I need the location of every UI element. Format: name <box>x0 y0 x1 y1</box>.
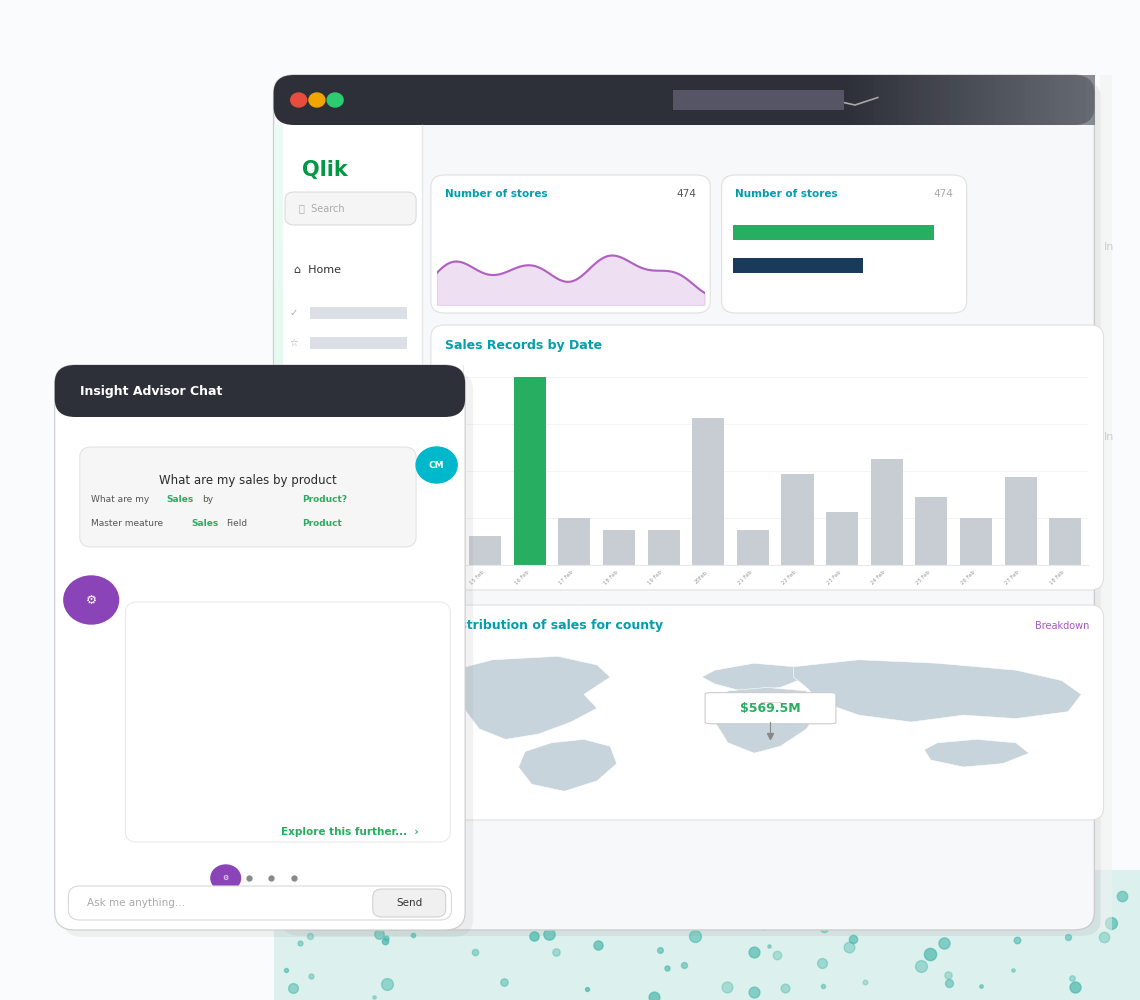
Text: Sales: Sales <box>192 518 219 528</box>
Text: Field: Field <box>226 518 247 528</box>
Bar <box>274 487 283 527</box>
Text: 474: 474 <box>677 189 697 199</box>
Bar <box>310 337 407 349</box>
FancyBboxPatch shape <box>431 605 1104 820</box>
Text: Insight Advisor Chat: Insight Advisor Chat <box>80 384 222 397</box>
Text: What are my: What are my <box>91 494 153 504</box>
Circle shape <box>416 447 457 483</box>
Bar <box>274 407 283 447</box>
Text: ⚙: ⚙ <box>222 875 229 881</box>
FancyBboxPatch shape <box>280 81 1101 936</box>
Bar <box>274 286 283 326</box>
FancyBboxPatch shape <box>274 75 1094 930</box>
FancyBboxPatch shape <box>80 447 416 547</box>
Text: Product: Product <box>302 518 342 528</box>
Text: Product?: Product? <box>302 494 348 504</box>
FancyBboxPatch shape <box>125 602 450 842</box>
Text: Distribution of sales for county: Distribution of sales for county <box>445 619 662 632</box>
Text: In: In <box>1104 432 1114 442</box>
Bar <box>274 165 283 206</box>
Text: ⌂  Home: ⌂ Home <box>294 265 341 275</box>
Bar <box>274 809 283 849</box>
FancyBboxPatch shape <box>722 175 967 313</box>
FancyBboxPatch shape <box>431 325 1104 590</box>
Text: Breakdown: Breakdown <box>1035 621 1090 631</box>
Bar <box>274 769 283 809</box>
Text: by: by <box>202 494 213 504</box>
Bar <box>274 648 283 688</box>
Text: 🔍  Search: 🔍 Search <box>299 204 344 214</box>
Circle shape <box>211 865 241 891</box>
Text: ⚙: ⚙ <box>86 594 97 606</box>
Text: Ask me anything...: Ask me anything... <box>87 898 185 908</box>
Bar <box>274 568 283 608</box>
Bar <box>274 447 283 487</box>
Circle shape <box>327 93 343 107</box>
FancyBboxPatch shape <box>55 365 465 930</box>
Text: Sales Records by Date: Sales Records by Date <box>445 339 602 352</box>
Circle shape <box>291 93 307 107</box>
Bar <box>310 307 407 319</box>
Bar <box>274 528 283 568</box>
Text: Number of stores: Number of stores <box>735 189 838 199</box>
Bar <box>274 246 283 286</box>
Text: ✓: ✓ <box>290 308 298 318</box>
FancyBboxPatch shape <box>63 372 473 937</box>
Bar <box>274 366 283 407</box>
FancyBboxPatch shape <box>373 889 446 917</box>
Text: 474: 474 <box>934 189 953 199</box>
Bar <box>274 870 1140 1000</box>
Bar <box>1100 75 1112 930</box>
FancyBboxPatch shape <box>431 175 710 313</box>
Text: Number of stores: Number of stores <box>445 189 547 199</box>
Bar <box>274 688 283 729</box>
Bar <box>274 125 422 930</box>
FancyBboxPatch shape <box>55 365 465 417</box>
Bar <box>274 849 283 890</box>
Bar <box>274 206 283 246</box>
Bar <box>274 608 283 648</box>
Text: Sales: Sales <box>166 494 194 504</box>
Text: Send: Send <box>396 898 423 908</box>
Circle shape <box>64 576 119 624</box>
Bar <box>274 890 283 930</box>
Text: ☆: ☆ <box>290 338 299 348</box>
Circle shape <box>309 93 325 107</box>
Bar <box>274 729 283 769</box>
Bar <box>274 125 283 165</box>
Text: In: In <box>1104 242 1114 252</box>
Text: Explore this further...  ›: Explore this further... › <box>282 827 420 837</box>
Text: Master meature: Master meature <box>91 518 166 528</box>
Bar <box>274 326 283 366</box>
Text: Qlik: Qlik <box>302 160 348 180</box>
FancyBboxPatch shape <box>285 192 416 225</box>
FancyBboxPatch shape <box>274 75 1094 125</box>
Text: CM: CM <box>429 461 445 470</box>
Text: What are my sales by product: What are my sales by product <box>160 474 336 487</box>
FancyBboxPatch shape <box>68 886 451 920</box>
Bar <box>673 90 844 110</box>
